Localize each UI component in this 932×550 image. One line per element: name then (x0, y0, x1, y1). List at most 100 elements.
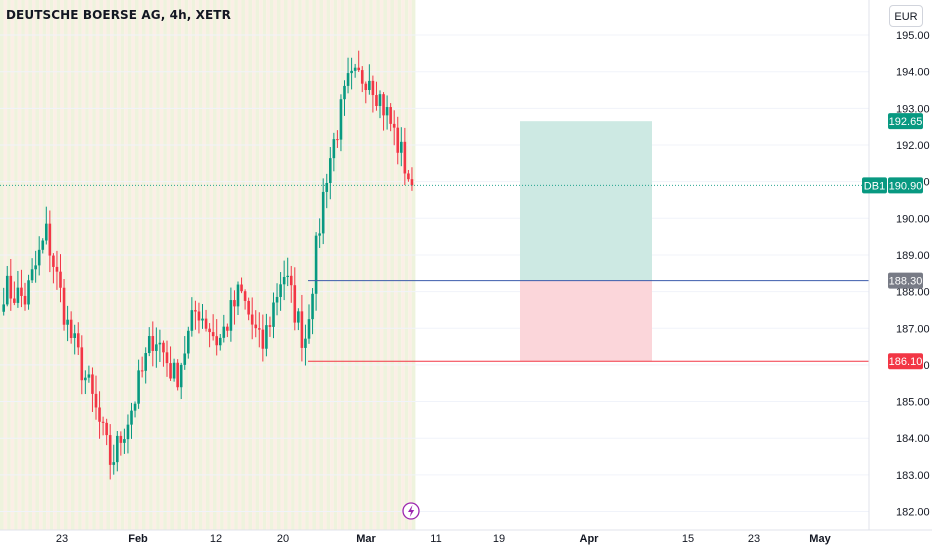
candle-body (233, 300, 236, 307)
candle-body (41, 240, 45, 250)
price-tick-label: 193.00 (896, 103, 930, 115)
candle-body (304, 338, 307, 348)
candle-body (144, 353, 147, 371)
session-band (120, 0, 125, 530)
price-tags: 192.65 DB1 190.90 188.30 186.10 (862, 113, 923, 370)
session-band (255, 0, 260, 530)
candle-body (66, 319, 69, 325)
session-band (319, 0, 324, 530)
session-band (284, 0, 288, 530)
time-tick-label: 20 (277, 533, 289, 545)
candle-body (16, 287, 20, 303)
stop-price-tag-bg (888, 353, 923, 370)
candle-body (389, 107, 392, 124)
session-band (244, 0, 249, 530)
candle-body (116, 435, 119, 463)
session-band (88, 0, 93, 530)
candle-body (360, 70, 364, 84)
candle-body (201, 318, 204, 321)
session-band (330, 0, 334, 530)
price-tick-label: 195.00 (896, 30, 930, 42)
session-band (205, 0, 210, 530)
session-band (234, 0, 238, 530)
candle-body (261, 329, 265, 349)
session-band (127, 0, 132, 530)
session-band (401, 0, 405, 530)
time-axis[interactable]: 23 Feb 12 20 Mar 11 19 Apr 15 23 May (56, 533, 832, 545)
position-zones[interactable] (520, 121, 652, 362)
candle-body (382, 94, 385, 116)
session-band (166, 0, 171, 530)
session-band (287, 0, 292, 530)
stop-zone[interactable] (520, 280, 652, 362)
session-band (14, 0, 18, 530)
session-band (145, 0, 150, 530)
candle-body (265, 325, 268, 349)
session-band (237, 0, 242, 530)
candle-body (240, 284, 243, 292)
candle-body (371, 80, 375, 96)
session-band (81, 0, 86, 530)
session-band (46, 0, 50, 530)
session-band (227, 0, 231, 530)
session-band (369, 0, 373, 530)
candle-body (243, 291, 247, 301)
session-band (67, 0, 72, 530)
candle-body (20, 287, 23, 296)
session-band (142, 0, 146, 530)
session-band (134, 0, 139, 530)
session-band (216, 0, 221, 530)
price-tick-label: 192.00 (896, 140, 930, 152)
level-lines[interactable] (0, 184, 869, 362)
candle-body (282, 277, 286, 285)
candle-body (91, 374, 94, 394)
candle-body (268, 325, 272, 327)
session-band (28, 0, 32, 530)
session-band (301, 0, 306, 530)
lightning-icon[interactable] (402, 502, 420, 520)
session-band (220, 0, 224, 530)
candle-body (300, 311, 304, 348)
candle-body (23, 295, 27, 305)
session-band (191, 0, 196, 530)
candle-body (30, 269, 34, 281)
session-band (117, 0, 121, 530)
candle-body (112, 462, 116, 465)
session-band (0, 0, 4, 530)
candle-body (94, 393, 98, 408)
session-band (362, 0, 366, 530)
last-symbol-tag: DB1 (864, 180, 885, 192)
candle-body (332, 139, 336, 159)
target-zone[interactable] (520, 121, 652, 281)
session-band (340, 0, 345, 530)
stop-price-tag: 186.10 (889, 356, 923, 368)
candle-body (307, 319, 311, 339)
candle-body (172, 362, 176, 379)
candle-body (350, 70, 353, 74)
session-band (209, 0, 214, 530)
candle-body (98, 407, 101, 422)
price-tick-label: 183.00 (896, 470, 930, 482)
candle-body (69, 319, 73, 338)
candle-body (247, 300, 250, 315)
session-band (241, 0, 245, 530)
candle-body (137, 370, 140, 404)
candle-body (368, 80, 371, 91)
session-band (49, 0, 54, 530)
candle-body (37, 249, 41, 266)
session-band (7, 0, 11, 530)
session-band (110, 0, 114, 530)
session-band (63, 0, 68, 530)
currency-button[interactable]: EUR (889, 5, 923, 27)
time-tick-label: 23 (56, 533, 68, 545)
candle-body (190, 310, 194, 331)
session-band (351, 0, 356, 530)
session-band (291, 0, 295, 530)
candle-body (279, 284, 282, 297)
time-tick-label: 15 (682, 533, 694, 545)
session-band (156, 0, 160, 530)
session-bands (0, 0, 416, 530)
session-band (259, 0, 263, 530)
session-band (252, 0, 256, 530)
